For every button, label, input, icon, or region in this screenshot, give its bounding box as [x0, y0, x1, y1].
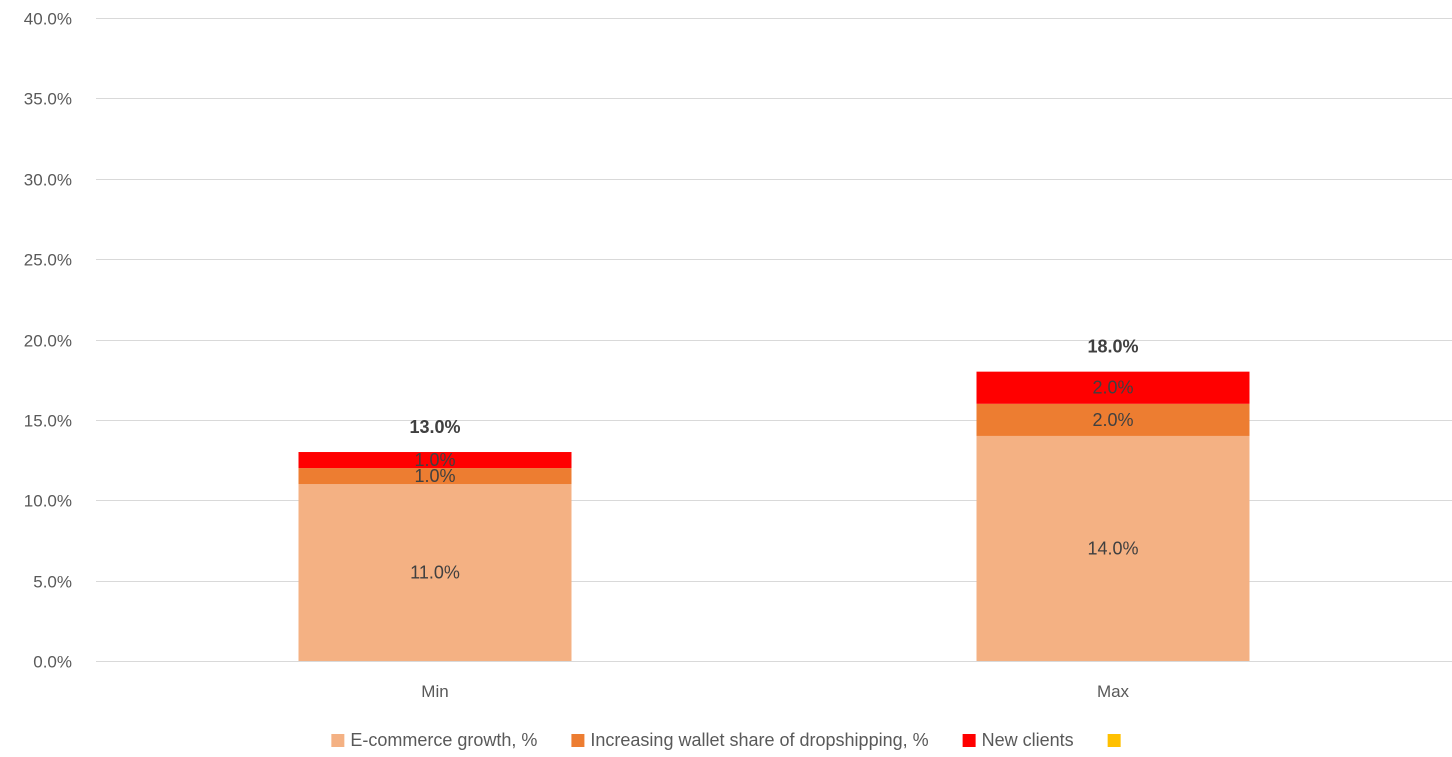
bar-segment — [298, 484, 572, 661]
x-category-label: Max — [1097, 682, 1130, 701]
y-tick-label: 0.0% — [33, 653, 72, 672]
legend-label: Increasing wallet share of dropshipping,… — [590, 730, 928, 750]
bar-segment — [976, 371, 1250, 404]
legend-item — [1107, 734, 1121, 747]
legend-swatch — [571, 734, 585, 747]
y-tick-label: 20.0% — [24, 332, 72, 351]
data-label: 11.0% — [410, 563, 460, 583]
data-label: 2.0% — [1092, 410, 1133, 430]
data-label: 14.0% — [1087, 538, 1138, 558]
legend-swatch — [331, 734, 345, 747]
legend-label: New clients — [982, 730, 1074, 750]
legend-item: Increasing wallet share of dropshipping,… — [571, 730, 929, 750]
y-tick-label: 5.0% — [33, 573, 72, 592]
y-tick-label: 10.0% — [24, 492, 72, 511]
legend-item: New clients — [962, 730, 1074, 750]
legend-item: E-commerce growth, % — [331, 730, 537, 750]
legend: E-commerce growth, % Increasing wallet sh… — [331, 730, 1121, 750]
legend-label: E-commerce growth, % — [350, 730, 537, 750]
data-label: 1.0% — [414, 466, 455, 486]
x-axis-category-labels: Min Max — [421, 682, 1129, 701]
y-tick-label: 40.0% — [24, 10, 72, 29]
data-label: 1.0% — [414, 450, 455, 470]
y-tick-label: 15.0% — [24, 412, 72, 431]
legend-swatch — [962, 734, 976, 747]
bar-segment — [976, 435, 1250, 661]
bars — [298, 371, 1250, 661]
y-axis-tick-labels: 0.0% 5.0% 10.0% 15.0% 20.0% 25.0% 30.0% 35.0% 40… — [24, 10, 72, 672]
bar-segment — [976, 403, 1250, 436]
total-label: 18.0% — [1087, 337, 1138, 357]
y-tick-label: 30.0% — [24, 171, 72, 190]
bar-segment — [298, 468, 572, 485]
data-label: 2.0% — [1092, 378, 1133, 398]
y-tick-label: 25.0% — [24, 251, 72, 270]
bar-segment — [298, 452, 572, 469]
legend-swatch — [1107, 734, 1121, 747]
y-tick-label: 35.0% — [24, 90, 72, 109]
x-category-label: Min — [421, 682, 448, 701]
data-labels: 11.0% 1.0%1.0% 13.0% 14.0% 2.0% 2.0% 18.0% — [409, 337, 1138, 583]
total-label: 13.0% — [409, 417, 460, 437]
